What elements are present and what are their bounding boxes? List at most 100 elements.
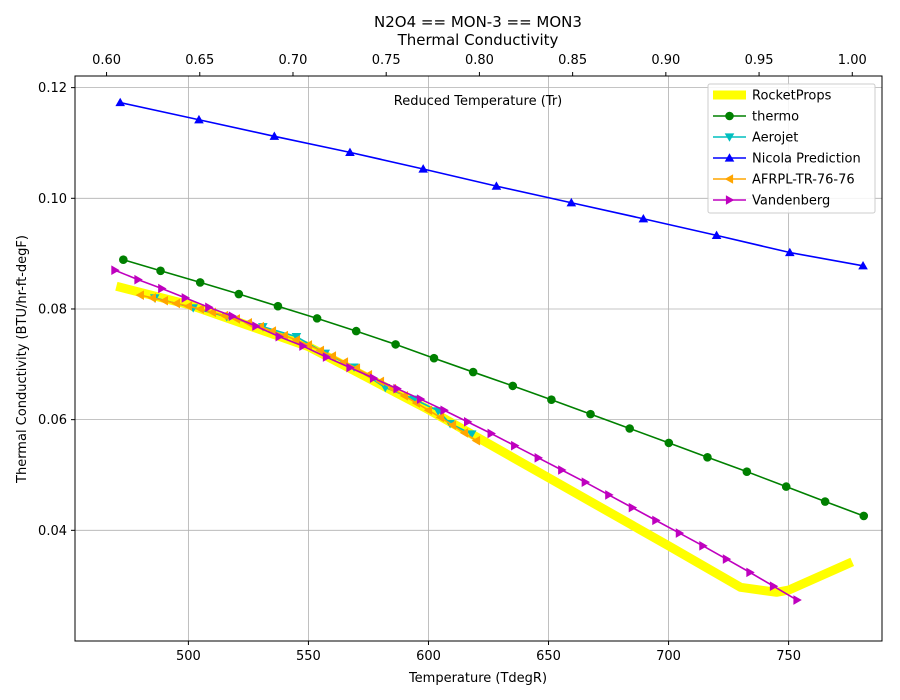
data-point <box>119 255 128 265</box>
data-point <box>638 213 649 223</box>
top-axis-label: Reduced Temperature (Tr) <box>394 94 562 109</box>
data-point <box>234 289 244 299</box>
x-tick-label: 700 <box>656 649 681 664</box>
data-point <box>858 261 868 270</box>
legend: RocketProps thermo Aerojet Nicola Predictio… <box>707 83 876 214</box>
data-point <box>566 197 577 207</box>
data-point <box>429 353 439 363</box>
data-point <box>703 452 712 462</box>
data-point <box>464 417 473 427</box>
data-point <box>147 293 156 303</box>
legend-marker <box>725 111 734 121</box>
data-point <box>158 283 167 294</box>
data-point <box>231 314 241 324</box>
legend-marker <box>725 195 735 205</box>
data-point <box>785 247 795 257</box>
legend-label: Vandenberg <box>752 194 830 209</box>
data-point <box>508 381 518 391</box>
legend-label: thermo <box>752 110 799 125</box>
data-point <box>487 428 496 439</box>
data-point <box>315 345 325 356</box>
legend-item: Nicola Prediction <box>713 152 861 167</box>
data-point <box>418 164 428 173</box>
legend-item: thermo <box>713 110 799 125</box>
top-tick-label: 0.70 <box>279 53 308 68</box>
data-point <box>447 420 457 430</box>
x-tick-label: 500 <box>176 649 201 664</box>
x-tick-label: 650 <box>536 649 561 664</box>
data-point <box>781 482 791 491</box>
data-point <box>742 467 752 476</box>
data-point <box>440 405 449 416</box>
data-point <box>722 554 732 564</box>
data-point <box>351 326 361 336</box>
top-tick-label: 0.75 <box>372 53 401 68</box>
top-tick-label: 0.95 <box>745 53 774 68</box>
data-point <box>205 302 214 313</box>
data-point <box>194 114 204 124</box>
y-axis-ticks: 0.04 0.06 0.08 0.10 0.12 <box>38 81 75 539</box>
data-point <box>793 595 802 605</box>
x-tick-label: 550 <box>296 649 321 664</box>
legend-marker <box>724 174 734 184</box>
x-axis-label: Temperature (TdegR) <box>408 671 547 686</box>
data-point <box>459 428 469 438</box>
data-point <box>299 341 308 351</box>
data-point <box>228 311 238 321</box>
series-line <box>123 258 865 517</box>
top-tick-label: 0.85 <box>558 53 587 68</box>
data-point <box>581 477 591 487</box>
top-axis-ticks: 0.60 0.65 0.70 0.75 0.80 0.85 0.90 0.95 1.00 <box>92 53 867 76</box>
data-point <box>746 567 755 578</box>
data-point <box>275 331 284 342</box>
data-point <box>195 304 204 314</box>
legend-item: Vandenberg <box>713 194 830 209</box>
data-point <box>159 295 168 306</box>
data-point <box>312 314 322 323</box>
y-tick-label: 0.06 <box>38 413 67 428</box>
data-point <box>369 373 379 383</box>
data-point <box>628 502 638 513</box>
series-nicola-prediction <box>115 97 868 270</box>
legend-marker <box>724 133 735 142</box>
data-point <box>605 490 614 500</box>
data-point <box>183 301 192 312</box>
legend-box <box>707 83 876 214</box>
data-point <box>491 181 502 190</box>
legend-item: AFRPL-TR-76-76 <box>713 173 855 188</box>
data-point <box>711 230 722 239</box>
y-tick-label: 0.04 <box>38 524 67 539</box>
x-tick-label: 600 <box>416 649 441 664</box>
data-point <box>625 424 634 433</box>
data-point <box>171 298 180 309</box>
data-point <box>435 412 445 423</box>
data-point <box>252 321 261 331</box>
data-point <box>586 409 595 419</box>
data-point <box>423 405 433 416</box>
data-point <box>416 394 426 404</box>
data-point <box>820 497 830 506</box>
legend-label: AFRPL-TR-76-76 <box>752 173 855 188</box>
data-point <box>652 515 661 526</box>
data-point <box>181 293 191 303</box>
data-point <box>675 528 685 538</box>
series-line <box>114 269 798 601</box>
series-layer <box>111 97 869 605</box>
legend-item: RocketProps <box>713 89 832 104</box>
plot-frame <box>74 75 883 642</box>
data-point <box>346 362 355 373</box>
top-tick-label: 0.90 <box>651 53 680 68</box>
data-point <box>511 440 520 451</box>
data-point <box>468 367 478 377</box>
data-point <box>339 357 349 367</box>
x-axis-ticks: 500 550 600 650 700 750 <box>176 641 801 664</box>
data-point <box>547 395 556 405</box>
data-point <box>664 438 674 448</box>
series-thermo <box>119 255 869 521</box>
data-point <box>471 435 481 446</box>
series-aerojet <box>149 294 477 439</box>
y-axis-label: Thermal Conductivity (BTU/hr-ft-degF) <box>15 235 30 484</box>
legend-label: Nicola Prediction <box>752 152 861 167</box>
data-point <box>466 430 477 439</box>
